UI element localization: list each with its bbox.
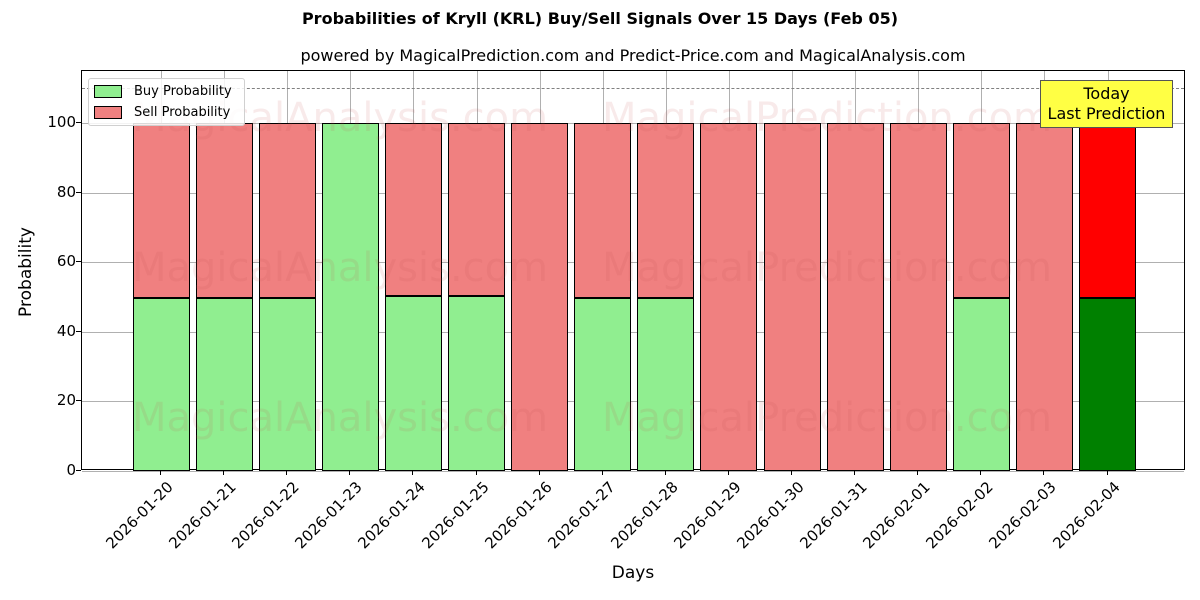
x-tick-mark — [349, 470, 351, 475]
bar-sell-2026-01-25 — [448, 123, 505, 297]
y-tick-label: 80 — [56, 182, 76, 201]
x-tick-label: 2026-01-22 — [228, 478, 303, 553]
x-tick-label: 2026-02-01 — [859, 478, 934, 553]
y-tick-label: 40 — [56, 321, 76, 340]
x-tick-label: 2026-01-20 — [102, 478, 177, 553]
x-tick-label: 2026-01-28 — [607, 478, 682, 553]
y-tick-label: 0 — [66, 461, 76, 479]
bar-buy-2026-01-23 — [321, 123, 379, 471]
buy-swatch-icon — [94, 85, 122, 98]
bar-sell-2026-01-24 — [384, 123, 442, 297]
x-tick-label: 2026-01-29 — [670, 478, 745, 553]
legend-item-buy: Buy Probability — [94, 84, 232, 99]
gridline-horizontal — [82, 401, 1184, 403]
y-tick-mark — [76, 191, 81, 193]
bar-sell-2026-01-21 — [195, 123, 253, 299]
bar-buy-2026-01-25 — [448, 296, 505, 471]
x-tick-mark — [601, 470, 603, 475]
y-tick-mark — [76, 122, 81, 124]
x-tick-mark — [160, 470, 161, 475]
x-tick-mark — [286, 470, 288, 475]
annotation-line-1: Today — [1083, 84, 1130, 103]
legend-item-sell: Sell Probability — [94, 105, 230, 120]
x-tick-label: 2026-01-21 — [165, 478, 240, 553]
bar-sell-2026-02-04 — [1079, 123, 1136, 299]
x-tick-label: 2026-01-27 — [544, 478, 619, 553]
chart-subtitle: powered by MagicalPrediction.com and Pre… — [300, 46, 966, 65]
chart-title: Probabilities of Kryll (KRL) Buy/Sell Si… — [301, 9, 899, 28]
today-annotation: Today Last Prediction — [1040, 80, 1173, 128]
x-tick-mark — [917, 470, 919, 475]
x-tick-label: 2026-01-25 — [417, 478, 493, 553]
y-tick-mark — [76, 470, 81, 471]
bar-sell-2026-01-22 — [258, 123, 316, 299]
gridline-horizontal — [82, 262, 1184, 264]
gridline-horizontal — [82, 471, 1184, 472]
gridline-horizontal — [82, 123, 1184, 125]
x-tick-mark — [412, 470, 414, 475]
bar-sell-2026-01-26 — [511, 123, 569, 471]
x-tick-mark — [791, 470, 792, 475]
bar-buy-2026-01-20 — [132, 298, 190, 471]
legend-label-buy: Buy Probability — [134, 84, 232, 99]
y-tick-mark — [76, 261, 81, 263]
sell-swatch-icon — [94, 106, 122, 119]
x-tick-mark — [223, 470, 225, 475]
y-tick-label: 100 — [47, 113, 76, 132]
x-tick-mark — [664, 470, 666, 475]
bar-sell-2026-01-31 — [826, 123, 884, 471]
bar-buy-2026-01-24 — [384, 296, 442, 471]
bar-buy-2026-02-04 — [1079, 298, 1136, 471]
x-tick-mark — [538, 470, 540, 475]
bar-buy-2026-01-22 — [258, 298, 316, 471]
bar-buy-2026-01-28 — [637, 298, 695, 471]
gridline-horizontal — [82, 192, 1184, 194]
bar-buy-2026-02-02 — [952, 298, 1010, 471]
x-tick-label: 2026-01-30 — [733, 478, 808, 553]
x-tick-mark — [475, 470, 477, 475]
bar-sell-2026-01-20 — [132, 123, 190, 299]
bar-sell-2026-01-27 — [574, 123, 632, 299]
plot-area: MagicalAnalysis.com MagicalPrediction.com… — [81, 70, 1185, 472]
y-axis-label: Probability — [16, 227, 36, 317]
gridline-horizontal — [82, 331, 1184, 333]
bar-buy-2026-01-21 — [195, 298, 253, 471]
x-axis-label: Days — [611, 563, 655, 583]
x-tick-mark — [1043, 470, 1045, 475]
bar-sell-2026-02-02 — [952, 123, 1010, 299]
x-tick-mark — [980, 470, 982, 475]
y-tick-mark — [76, 400, 81, 402]
bar-sell-2026-01-30 — [763, 123, 821, 471]
x-tick-label: 2026-02-03 — [985, 478, 1061, 553]
bar-sell-2026-01-29 — [700, 123, 758, 471]
y-tick-label: 20 — [56, 391, 76, 410]
bar-sell-2026-02-03 — [1015, 123, 1073, 471]
bar-sell-2026-01-28 — [637, 123, 695, 299]
x-tick-label: 2026-02-02 — [922, 478, 998, 553]
legend: Buy Probability Sell Probability — [88, 78, 245, 126]
x-tick-label: 2026-02-04 — [1048, 478, 1124, 553]
x-tick-mark — [1106, 470, 1108, 475]
y-tick-label: 60 — [56, 252, 76, 271]
x-tick-label: 2026-01-23 — [291, 478, 367, 553]
annotation-line-2: Last Prediction — [1047, 104, 1166, 123]
x-tick-label: 2026-01-31 — [796, 478, 871, 553]
x-tick-label: 2026-01-24 — [354, 478, 430, 553]
reference-line-110 — [82, 88, 1184, 90]
bar-buy-2026-01-27 — [574, 298, 632, 471]
bar-sell-2026-02-01 — [889, 123, 947, 471]
x-tick-mark — [727, 470, 729, 475]
x-tick-mark — [854, 470, 856, 475]
y-tick-mark — [76, 330, 81, 332]
legend-label-sell: Sell Probability — [134, 105, 231, 120]
